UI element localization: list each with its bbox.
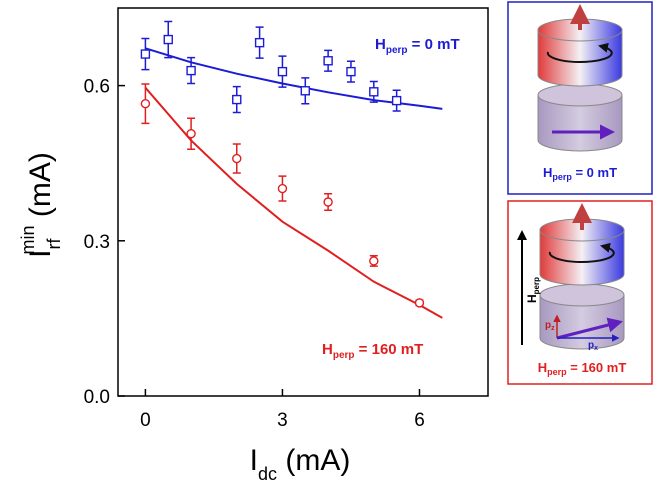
label-rest: = 160 mT xyxy=(355,341,424,358)
series-label: Hperp = 0 mT xyxy=(375,36,460,56)
label-main: H xyxy=(322,341,333,358)
label-sub: perp xyxy=(547,367,567,377)
label-sub: z xyxy=(551,325,555,332)
marker xyxy=(277,66,288,77)
diagram-panel-2: Hperp pz px Hperp = 160 mT xyxy=(507,200,653,385)
x-tick-label: 3 xyxy=(277,410,288,431)
x-tick-label: 0 xyxy=(140,410,151,431)
precession-arrow xyxy=(548,242,615,263)
x-tick-label: 6 xyxy=(414,410,425,431)
y-tick-label: 0.6 xyxy=(84,77,110,98)
label-main: p xyxy=(545,320,551,331)
px-label: px xyxy=(588,340,598,352)
label-sub: perp xyxy=(333,350,355,361)
label-sup: min xyxy=(18,225,38,254)
label-main: H xyxy=(543,165,552,180)
marker xyxy=(323,56,333,66)
y-tick-label: 0.3 xyxy=(84,232,110,253)
label-rest: = 0 mT xyxy=(408,36,460,53)
panel-label: Hperp = 0 mT xyxy=(543,165,617,182)
label-sub: perp xyxy=(532,277,541,294)
label-rest: = 0 mT xyxy=(572,165,617,180)
label-main: H xyxy=(538,360,547,375)
marker xyxy=(323,197,333,207)
field-label: Hperp xyxy=(525,277,541,303)
x-axis-label: Idc (mA) xyxy=(250,444,351,484)
panel-label: Hperp = 160 mT xyxy=(538,360,627,377)
label-rest: = 160 mT xyxy=(567,360,627,375)
marker xyxy=(140,49,151,59)
marker xyxy=(254,37,265,48)
precession-arrow xyxy=(546,42,613,63)
pz-label: pz xyxy=(545,320,555,332)
label-sub: perp xyxy=(552,172,572,182)
diagram-panel-1: Hperp = 0 mT xyxy=(507,1,653,195)
fit-line xyxy=(144,87,443,319)
marker xyxy=(186,65,196,76)
marker xyxy=(414,298,425,308)
label-rest: (mA) xyxy=(24,152,57,225)
plot-frame xyxy=(117,7,489,397)
label-main: I xyxy=(24,250,57,258)
marker xyxy=(140,99,151,109)
label-main: p xyxy=(588,340,594,351)
label-sub: dc xyxy=(258,464,277,484)
label-main: H xyxy=(525,294,539,303)
pinned-top xyxy=(539,283,625,307)
marker xyxy=(232,153,242,164)
label-rest: (mA) xyxy=(277,444,350,477)
label-sub: x xyxy=(594,345,598,352)
marker xyxy=(300,86,310,96)
marker xyxy=(369,87,379,97)
marker xyxy=(277,183,288,194)
marker xyxy=(391,95,402,106)
label-main: I xyxy=(250,444,258,477)
p-arrow xyxy=(556,317,623,340)
pinned-top xyxy=(537,83,623,107)
label-sub: rf xyxy=(44,238,64,250)
marker xyxy=(369,256,379,266)
series-label: Hperp = 160 mT xyxy=(322,341,423,361)
marker xyxy=(346,66,356,77)
marker xyxy=(163,34,173,45)
marker xyxy=(232,94,242,105)
y-tick-label: 0.0 xyxy=(84,387,110,408)
label-sub: perp xyxy=(386,45,408,56)
y-axis-label: Irfmin (mA) xyxy=(18,152,64,258)
label-main: H xyxy=(375,36,386,53)
marker xyxy=(186,129,196,139)
